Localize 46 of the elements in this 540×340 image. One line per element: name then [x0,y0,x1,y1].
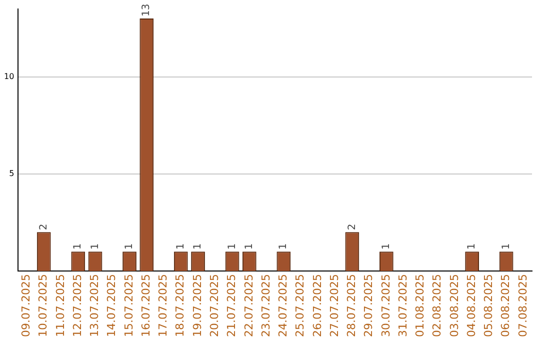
data-label: 1 [244,243,255,250]
data-label: 1 [381,243,392,250]
data-label: 1 [72,243,84,250]
x-tick-label: 14.07.2025 [105,274,118,338]
x-tick-label: 01.08.2025 [414,274,427,338]
x-tick-label: 31.07.2025 [396,274,410,338]
data-label: 2 [346,224,358,230]
data-label: 1 [278,243,290,250]
x-tick-label: 17.07.2025 [156,274,170,338]
data-label: 1 [90,243,101,250]
x-tick-label: 13.07.2025 [88,274,102,338]
data-label: 13 [141,4,152,17]
x-tick-label: 02.08.2025 [430,274,444,338]
x-tick-label: 22.07.2025 [242,274,256,338]
data-label: 1 [500,243,512,250]
x-tick-label: 26.07.2025 [310,274,324,338]
x-tick-label: 11.07.2025 [54,274,67,338]
x-tick-label: 05.08.2025 [482,274,496,338]
x-tick-label: 29.07.2025 [362,274,376,338]
x-tick-label: 07.08.2025 [516,274,530,338]
data-label: 1 [124,243,136,250]
x-tick-label: 10.07.2025 [36,274,50,338]
data-label: 1 [175,243,186,250]
data-label: 2 [38,224,50,230]
x-tick-label: 12.07.2025 [70,274,84,338]
x-tick-label: 19.07.2025 [190,274,204,338]
x-tick-label: 06.08.2025 [499,274,512,338]
x-tick-label: 24.07.2025 [276,274,290,338]
y-tick-label: 10 [4,72,14,81]
x-tick-label: 28.07.2025 [345,274,358,338]
data-label: 1 [466,243,478,250]
x-tick-label: 25.07.2025 [294,274,307,338]
data-label: 1 [192,243,204,250]
x-tick-label: 09.07.2025 [20,274,33,338]
x-tick-label: 21.07.2025 [225,274,238,338]
x-tick-label: 03.08.2025 [448,274,461,338]
x-tick-label: 15.07.2025 [122,274,136,338]
y-tick-label: 5 [9,168,14,178]
x-tick-label: 23.07.2025 [259,274,272,338]
x-tick-label: 30.07.2025 [379,274,392,338]
x-tick-label: 18.07.2025 [174,274,187,338]
data-label: 1 [226,243,238,250]
x-tick-label: 27.07.2025 [328,274,341,338]
x-tick-label: 16.07.2025 [139,274,152,338]
x-tick-label: 04.08.2025 [464,274,478,338]
x-tick-label: 20.07.2025 [208,274,222,338]
